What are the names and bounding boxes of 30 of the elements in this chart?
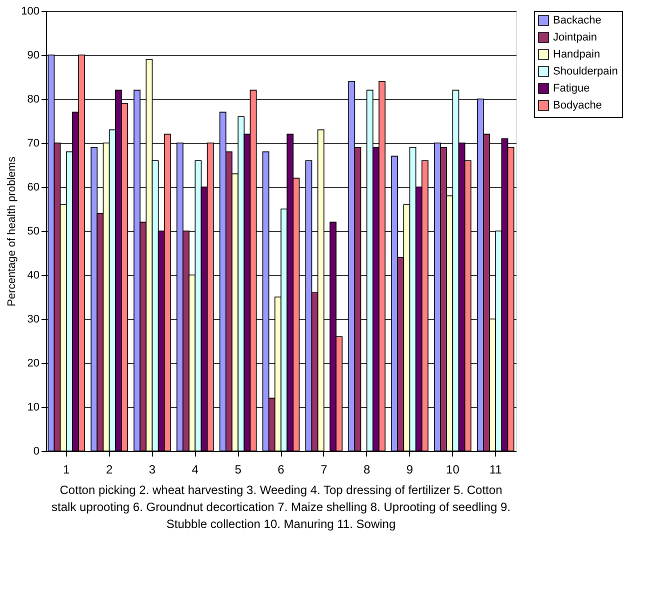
text: Cotton picking 2. wheat harvesting 3. Weeding 4. Top dressing of fertilizer 5. Cotton stalk uprooting 6. Groundnut decortication 7. Maize shelling 8. Uprooting of seedling 9. Stubble collection 10. Manuring 11. Sowing — [52, 483, 510, 531]
y-tick-label: 70 — [27, 138, 40, 150]
legend-label: Backache — [553, 14, 602, 26]
legend-label: Handpain — [553, 48, 600, 60]
y-tick-label: 20 — [27, 358, 40, 370]
x-tick-label: 1 — [63, 462, 70, 476]
y-tick-label: 40 — [27, 270, 40, 282]
y-tick-label: 60 — [27, 182, 40, 194]
legend-label: Bodyache — [553, 100, 602, 112]
y-tick-label: 10 — [27, 402, 40, 414]
legend-label: Jointpain — [553, 32, 598, 44]
y-tick-label: 100 — [21, 6, 40, 18]
x-tick-label: 4 — [192, 462, 199, 476]
y-tick-label: 90 — [27, 50, 40, 62]
legend-label: Shoulderpain — [553, 66, 618, 78]
y-tick-label: 30 — [27, 314, 40, 326]
x-tick-label: 10 — [446, 462, 460, 476]
y-tick-label: 50 — [27, 226, 40, 238]
y-axis-title: Percentage of health problems — [6, 156, 18, 306]
x-tick-label: 11 — [489, 462, 502, 476]
x-tick-label: 6 — [278, 462, 285, 476]
x-tick-label: 8 — [364, 462, 370, 476]
legend-label: Fatigue — [553, 82, 590, 94]
x-tick-label: 9 — [406, 462, 414, 476]
x-tick-label: 7 — [320, 462, 328, 476]
x-tick-label: 5 — [234, 462, 242, 476]
x-tick-label: 3 — [148, 462, 156, 476]
y-tick-label: 80 — [27, 94, 40, 106]
x-tick-label: 2 — [106, 462, 113, 476]
y-tick-label: 0 — [33, 446, 40, 458]
